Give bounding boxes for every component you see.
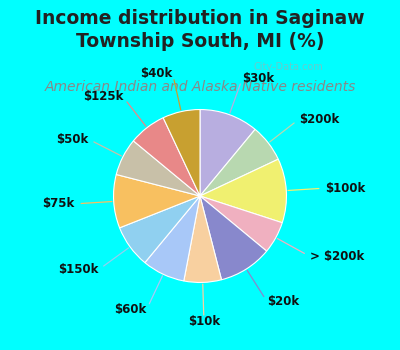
Wedge shape <box>184 196 222 282</box>
Text: $125k: $125k <box>83 90 123 104</box>
Wedge shape <box>120 196 200 262</box>
Text: $40k: $40k <box>140 67 173 80</box>
Text: City-Data.com: City-Data.com <box>254 62 323 72</box>
Wedge shape <box>200 196 267 280</box>
Wedge shape <box>200 130 278 196</box>
Text: $30k: $30k <box>242 71 274 85</box>
Text: $50k: $50k <box>56 133 88 146</box>
Wedge shape <box>133 118 200 196</box>
Wedge shape <box>200 196 282 251</box>
Text: $60k: $60k <box>114 303 147 316</box>
Wedge shape <box>200 159 286 223</box>
Wedge shape <box>114 175 200 228</box>
Text: American Indian and Alaska Native residents: American Indian and Alaska Native reside… <box>44 80 356 94</box>
Text: > $200k: > $200k <box>310 250 364 263</box>
Text: $150k: $150k <box>58 263 98 276</box>
Text: Income distribution in Saginaw
Township South, MI (%): Income distribution in Saginaw Township … <box>35 9 365 51</box>
Text: $10k: $10k <box>188 315 220 328</box>
Text: $100k: $100k <box>325 182 365 195</box>
Wedge shape <box>163 110 200 196</box>
Wedge shape <box>145 196 200 281</box>
Wedge shape <box>200 110 255 196</box>
Text: $20k: $20k <box>267 295 299 308</box>
Text: $200k: $200k <box>299 113 339 126</box>
Wedge shape <box>116 141 200 196</box>
Text: $75k: $75k <box>43 197 75 210</box>
